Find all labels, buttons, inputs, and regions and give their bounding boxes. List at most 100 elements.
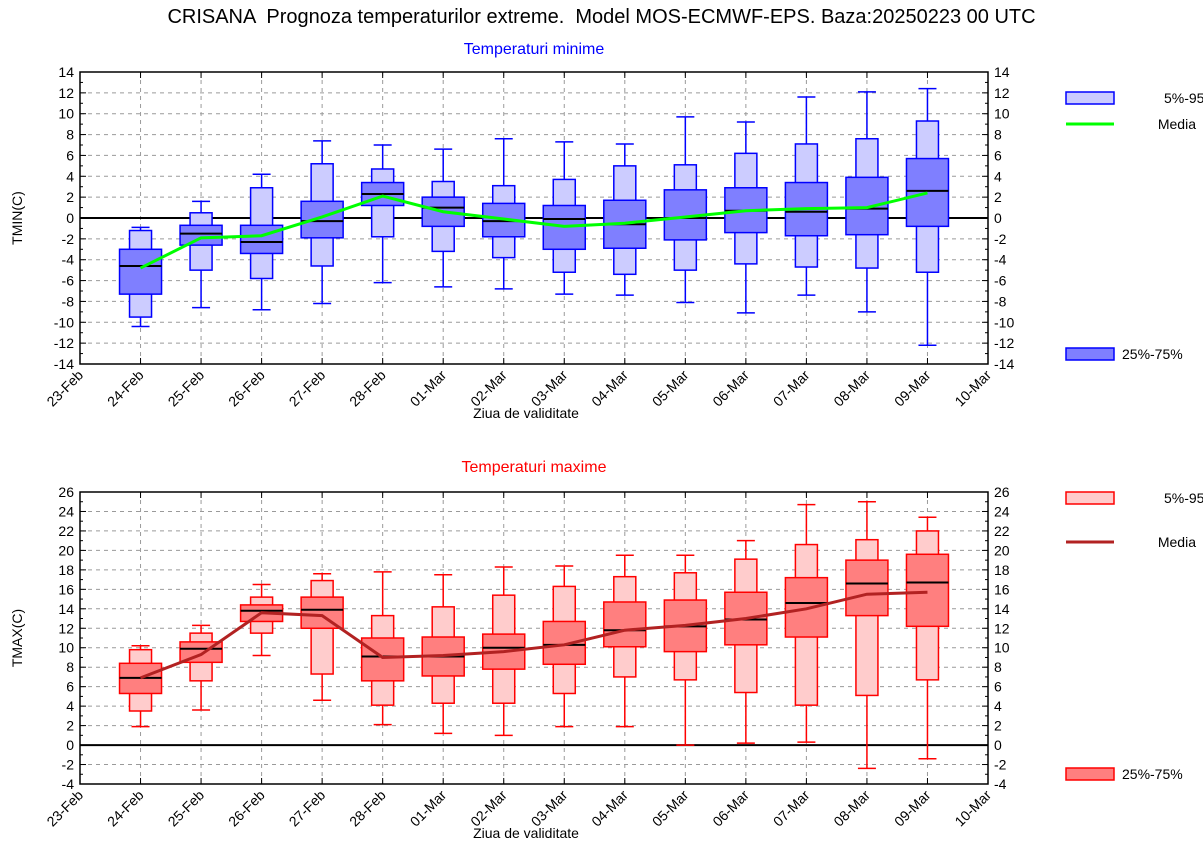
y-tick-label-left: 0 bbox=[66, 210, 74, 226]
legend-label-mean: Media bbox=[1158, 116, 1196, 132]
y-tick-label-left: 24 bbox=[58, 503, 74, 519]
y-tick-label-right: -10 bbox=[994, 314, 1014, 330]
y-tick-label-right: 6 bbox=[994, 679, 1002, 695]
range-25-75 bbox=[905, 553, 950, 628]
x-tick-label: 03-Mar bbox=[528, 787, 571, 830]
box-02-Mar bbox=[481, 137, 526, 290]
box-03-Mar bbox=[542, 565, 587, 728]
x-axis-label: Ziua de validitate bbox=[473, 825, 579, 841]
y-tick-label-left: -2 bbox=[62, 757, 75, 773]
box-26-Feb bbox=[239, 173, 284, 311]
y-tick-label-left: 8 bbox=[66, 659, 74, 675]
box-09-Mar bbox=[905, 87, 950, 346]
range-25-75 bbox=[845, 176, 889, 236]
y-tick-label-left: -10 bbox=[54, 314, 74, 330]
y-tick-label-left: 8 bbox=[66, 127, 74, 143]
x-tick-label: 24-Feb bbox=[104, 367, 147, 410]
box-08-Mar bbox=[845, 500, 889, 770]
range-25-75 bbox=[300, 596, 344, 630]
x-axis-label: Ziua de validitate bbox=[473, 405, 579, 421]
y-tick-label-right: 8 bbox=[994, 659, 1002, 675]
y-tick-label-right: 8 bbox=[994, 127, 1002, 143]
box-28-Feb bbox=[360, 571, 405, 726]
y-tick-label-right: 6 bbox=[994, 147, 1002, 163]
x-tick-label: 07-Mar bbox=[770, 367, 813, 410]
y-tick-label-left: 0 bbox=[66, 737, 74, 753]
range-25-75 bbox=[179, 224, 223, 246]
x-tick-label: 27-Feb bbox=[286, 367, 329, 410]
x-tick-label: 23-Feb bbox=[43, 787, 86, 830]
y-tick-label-right: 4 bbox=[994, 168, 1002, 184]
legend-swatch-5-95 bbox=[1065, 91, 1115, 105]
y-tick-label-left: -6 bbox=[62, 273, 75, 289]
legend-swatch-25-75 bbox=[1065, 347, 1115, 361]
box-27-Feb bbox=[300, 140, 344, 305]
y-tick-label-left: -8 bbox=[62, 293, 75, 309]
x-tick-label: 10-Mar bbox=[951, 367, 994, 410]
y-tick-label-left: 4 bbox=[66, 168, 74, 184]
main-title: CRISANA Prognoza temperaturilor extreme.… bbox=[167, 6, 1036, 28]
y-tick-label-left: 10 bbox=[58, 106, 74, 122]
legend-swatch-25-75 bbox=[1065, 767, 1115, 781]
box-05-Mar bbox=[663, 116, 708, 304]
y-tick-label-right: -12 bbox=[994, 335, 1014, 351]
y-axis-label: TMAX(C) bbox=[9, 609, 25, 667]
range-25-75 bbox=[603, 601, 647, 648]
range-25-75 bbox=[118, 248, 163, 295]
x-tick-label: 08-Mar bbox=[830, 367, 873, 410]
x-tick-label: 28-Feb bbox=[346, 787, 389, 830]
y-tick-label-left: 14 bbox=[58, 601, 74, 617]
y-tick-label-right: 22 bbox=[994, 523, 1010, 539]
y-tick-label-right: 0 bbox=[994, 737, 1002, 753]
y-tick-label-right: 14 bbox=[994, 601, 1010, 617]
y-tick-label-left: 2 bbox=[66, 718, 74, 734]
x-tick-label: 26-Feb bbox=[225, 787, 268, 830]
y-tick-label-right: 24 bbox=[994, 503, 1010, 519]
plot-frame bbox=[79, 71, 989, 365]
y-tick-label-left: -14 bbox=[54, 356, 74, 372]
x-tick-label: 05-Mar bbox=[649, 787, 692, 830]
x-tick-label: 02-Mar bbox=[467, 367, 510, 410]
x-tick-label: 05-Mar bbox=[649, 367, 692, 410]
y-tick-label-right: 16 bbox=[994, 581, 1010, 597]
range-25-75 bbox=[845, 559, 889, 617]
y-tick-label-left: 26 bbox=[58, 484, 74, 500]
panel-title: Temperaturi minime bbox=[464, 41, 605, 58]
x-tick-label: 01-Mar bbox=[407, 787, 450, 830]
range-25-75 bbox=[300, 200, 344, 239]
y-tick-label-right: -6 bbox=[994, 273, 1007, 289]
x-tick-label: 25-Feb bbox=[165, 367, 208, 410]
box-06-Mar bbox=[724, 539, 768, 744]
y-tick-label-left: 22 bbox=[58, 523, 74, 539]
y-tick-label-left: -12 bbox=[54, 335, 74, 351]
y-tick-label-left: 14 bbox=[58, 64, 74, 80]
y-axis-label: TMIN(C) bbox=[9, 191, 25, 245]
y-tick-label-right: 0 bbox=[994, 210, 1002, 226]
y-tick-label-right: -8 bbox=[994, 293, 1007, 309]
y-tick-label-right: 10 bbox=[994, 640, 1010, 656]
x-tick-label: 01-Mar bbox=[407, 367, 450, 410]
y-tick-label-right: -2 bbox=[994, 757, 1007, 773]
box-08-Mar bbox=[845, 91, 889, 313]
legend-label-25-75: 25%-75% bbox=[1122, 346, 1183, 362]
range-25-75 bbox=[239, 224, 284, 255]
box-06-Mar bbox=[724, 121, 768, 314]
range-25-75 bbox=[360, 637, 405, 682]
y-tick-label-left: 6 bbox=[66, 147, 74, 163]
x-tick-label: 07-Mar bbox=[770, 787, 813, 830]
y-tick-label-right: -4 bbox=[994, 252, 1007, 268]
panel-title: Temperaturi maxime bbox=[462, 459, 607, 476]
y-tick-label-right: -14 bbox=[994, 356, 1014, 372]
box-07-Mar bbox=[784, 503, 829, 743]
legend-label-mean: Media bbox=[1158, 534, 1196, 550]
box-05-Mar bbox=[663, 554, 708, 746]
box-04-Mar bbox=[603, 554, 647, 728]
x-tick-label: 03-Mar bbox=[528, 367, 571, 410]
y-tick-label-right: 2 bbox=[994, 718, 1002, 734]
box-04-Mar bbox=[603, 143, 647, 296]
box-01-Mar bbox=[421, 148, 465, 288]
x-tick-label: 25-Feb bbox=[165, 787, 208, 830]
x-tick-label: 02-Mar bbox=[467, 787, 510, 830]
